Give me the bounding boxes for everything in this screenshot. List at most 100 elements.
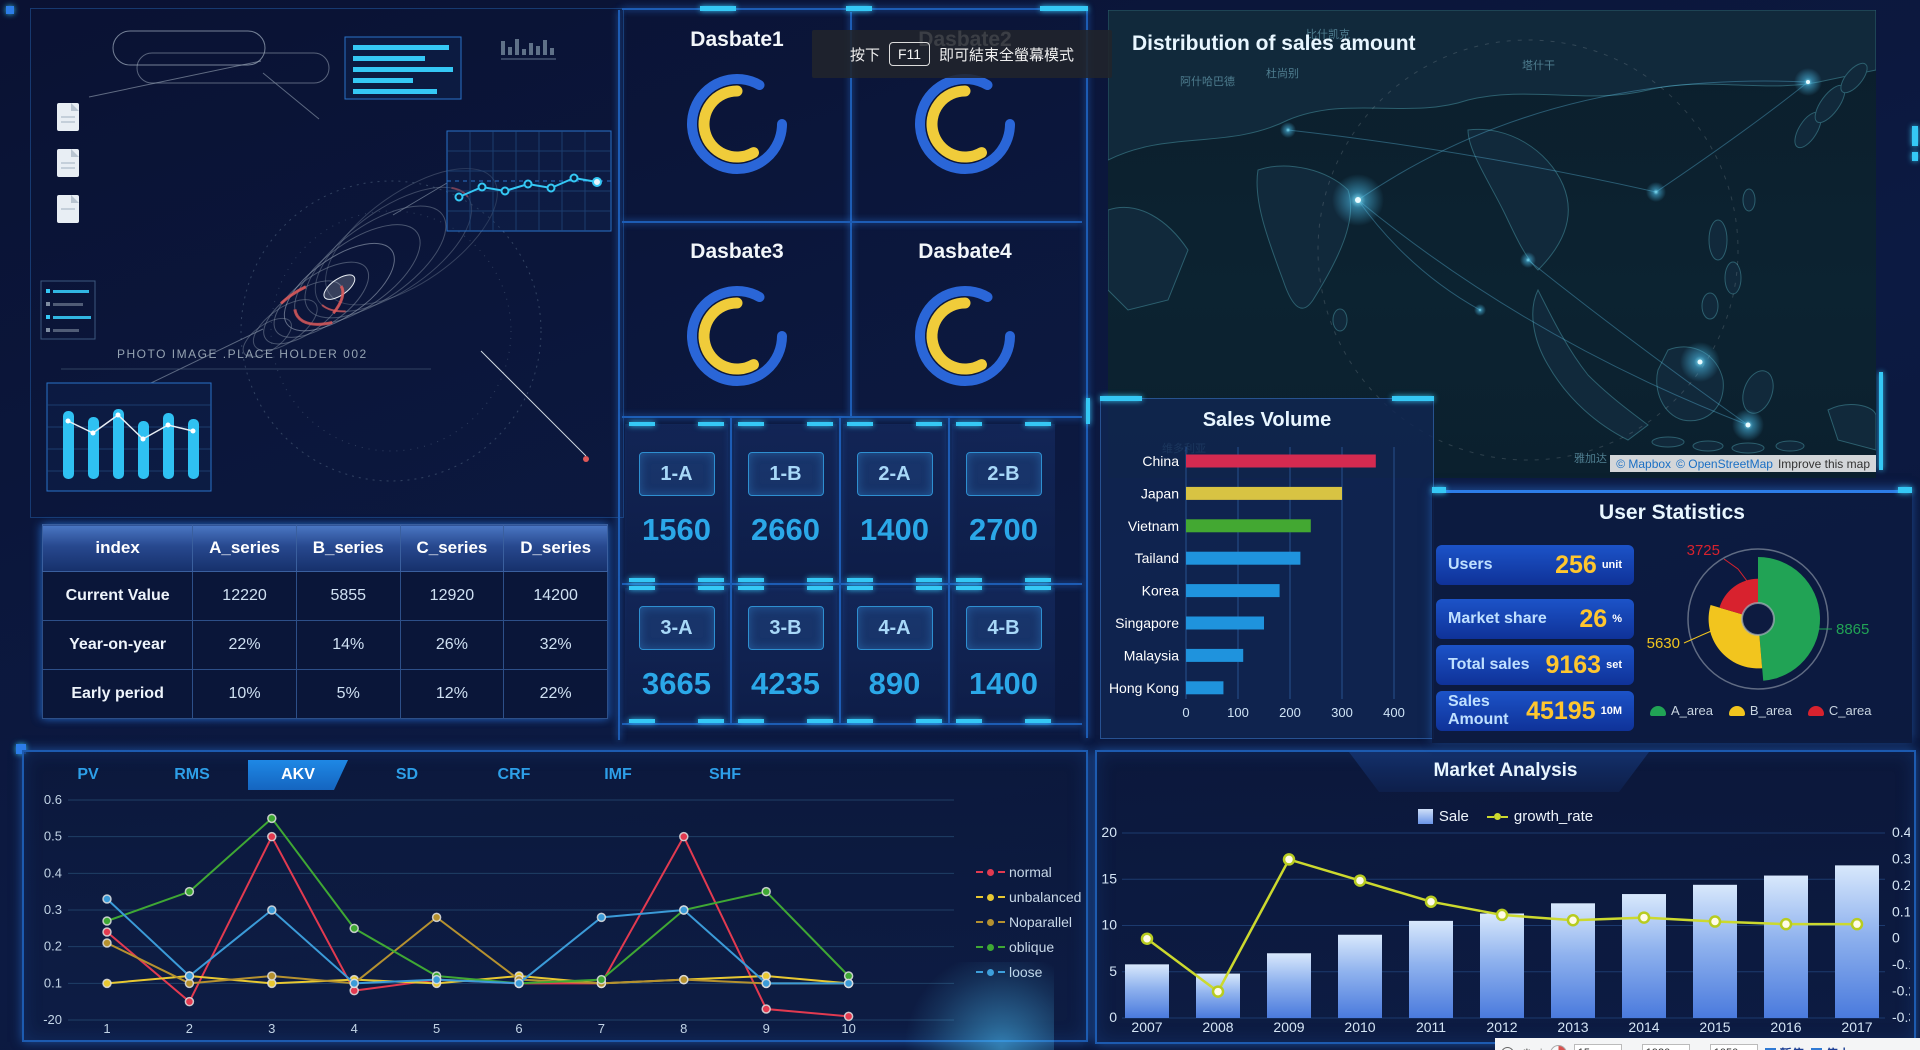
card-value: 1560: [642, 512, 711, 547]
pie-swatch-icon: [1728, 705, 1745, 716]
svg-text:Hong Kong: Hong Kong: [1109, 680, 1179, 696]
accent-dash: [698, 578, 724, 582]
accent-dash: [698, 586, 724, 590]
legend-swatch-icon: [987, 943, 994, 951]
gauge-ring: [687, 286, 787, 386]
accent-dash: [738, 719, 764, 723]
duration-input[interactable]: [1573, 1044, 1622, 1050]
tab-RMS[interactable]: RMS: [174, 766, 210, 783]
pie-legend-item-A_area[interactable]: A_area: [1650, 703, 1713, 718]
market-analysis-chart: 201510500.40.30.20.10-0.1-0.2-0.32007200…: [1101, 824, 1910, 1035]
accent-dash: [1898, 487, 1912, 493]
svg-text:0.4: 0.4: [44, 865, 62, 880]
stat-label: Users: [1448, 556, 1493, 573]
growth-rate-label: growth_rate: [1513, 808, 1594, 825]
accent-dash: [847, 719, 873, 723]
pie-legend-label: C_area: [1828, 703, 1872, 718]
pie-legend-item-B_area[interactable]: B_area: [1728, 703, 1792, 718]
map-canvas: [1108, 10, 1876, 461]
accent-dash: [1025, 578, 1051, 582]
mapbox-link[interactable]: © Mapbox: [1616, 456, 1672, 471]
line-legend-item-oblique[interactable]: oblique: [976, 939, 1054, 955]
series-loose: [106, 898, 849, 985]
height-input[interactable]: [1709, 1044, 1758, 1050]
tab-IMF[interactable]: IMF: [604, 766, 632, 783]
accent-dash: [847, 578, 873, 582]
stat-label: Total sales: [1448, 656, 1530, 673]
legend-item-sale[interactable]: Sale: [1417, 808, 1469, 825]
timer-icon[interactable]: [1501, 1046, 1514, 1050]
accent-dash: [916, 719, 942, 723]
accent-dash: [1912, 126, 1918, 146]
line-legend-item-unbalanced[interactable]: unbalanced: [976, 889, 1081, 905]
accent-dash: [698, 719, 724, 723]
osm-link[interactable]: © OpenStreetMap: [1676, 456, 1773, 471]
table-cell: 5855: [295, 571, 401, 621]
legend-item-growth-rate[interactable]: growth_rate: [1486, 808, 1594, 825]
pie-slice-A_area: [1758, 557, 1820, 681]
map-attribution: © Mapbox © OpenStreetMap Improve this ma…: [1610, 455, 1876, 472]
sales-volume-chart: 0 100 200 300 400 China Japan Vietnam Tailand Kor…: [1109, 447, 1405, 720]
improve-map-link[interactable]: Improve this map: [1777, 456, 1870, 471]
card-2-A: 2-A 1400: [843, 422, 946, 582]
stat-unit: 10M: [1600, 705, 1622, 717]
divider-card-v3: [948, 418, 950, 723]
accent-dash: [916, 422, 942, 426]
line-legend-item-normal[interactable]: normal: [976, 864, 1052, 880]
sales-distribution-map[interactable]: Distribution of sales amount 比什凯克 塔什干 杜尚别阿…: [1108, 10, 1876, 478]
tab-SHF[interactable]: SHF: [709, 766, 741, 783]
accent-dash: [916, 586, 942, 590]
stop-button[interactable]: 停止: [1810, 1045, 1850, 1050]
card-value: 1400: [860, 512, 929, 547]
svg-text:Tailand: Tailand: [1135, 550, 1179, 566]
svg-text:2014: 2014: [1628, 1019, 1659, 1035]
pause-button[interactable]: 暂停: [1764, 1045, 1804, 1050]
svg-text:2007: 2007: [1131, 1019, 1162, 1035]
card-badge: 1-B: [747, 452, 824, 496]
tab-SD[interactable]: SD: [395, 766, 419, 783]
line-legend-item-Noparallel[interactable]: Noparallel: [976, 914, 1072, 930]
bar-Japan: [1186, 486, 1342, 500]
card-1-A: 1-A 1560: [625, 422, 728, 582]
small-list-icon: [46, 289, 91, 332]
table-cell: 12%: [399, 669, 505, 719]
svg-text:9: 9: [763, 1021, 770, 1036]
card-4-B: 4-B 1400: [952, 586, 1055, 723]
stripe-list-icon: [353, 45, 453, 94]
card-badge: 4-A: [856, 606, 933, 650]
svg-text:0: 0: [1109, 1009, 1117, 1025]
svg-text:2011: 2011: [1416, 1019, 1446, 1035]
svg-text:2: 2: [186, 1021, 193, 1036]
svg-text:2012: 2012: [1486, 1019, 1517, 1035]
mini-bars-icon: [501, 39, 554, 55]
gauge-title: Dasbate4: [918, 240, 1012, 263]
table-header: index: [41, 524, 194, 572]
card-badge: 3-A: [638, 606, 715, 650]
photo-placeholder-label: PHOTO IMAGE .PLACE HOLDER 002: [117, 347, 368, 361]
card-value: 1400: [969, 666, 1038, 701]
divider-gauge-vertical: [850, 12, 852, 416]
line-legend-label: normal: [1009, 864, 1052, 880]
tab-PV[interactable]: PV: [77, 766, 99, 783]
accent-dash: [1025, 719, 1051, 723]
stat-users: Users 256 unit: [1436, 545, 1634, 585]
svg-text:0.5: 0.5: [44, 829, 62, 844]
series-oblique: [106, 816, 850, 985]
width-input[interactable]: [1641, 1044, 1690, 1050]
toast-f11-key: F11: [888, 42, 931, 66]
pie-legend-item-C_area[interactable]: C_area: [1807, 703, 1872, 718]
toast-prefix: 按下: [849, 46, 880, 64]
tab-CRF[interactable]: CRF: [497, 766, 531, 783]
table-header: A_series: [192, 524, 297, 572]
area-pie-chart: 3725 8865 5630: [1647, 542, 1869, 690]
capture-pie-icon[interactable]: [1549, 1044, 1567, 1050]
svg-text:200: 200: [1279, 705, 1301, 720]
accent-dash: [916, 578, 942, 582]
map-scrollbar-thumb[interactable]: [1879, 372, 1883, 470]
legend-swatch-icon: [976, 871, 983, 873]
bar-Korea: [1186, 584, 1280, 598]
tab-AKV[interactable]: AKV: [248, 760, 348, 790]
legend-swatch-icon: [976, 896, 983, 898]
gear-icon[interactable]: ⚙: [1521, 1047, 1533, 1050]
series-table: index A_series B_series C_series D_series Cur…: [41, 524, 608, 719]
